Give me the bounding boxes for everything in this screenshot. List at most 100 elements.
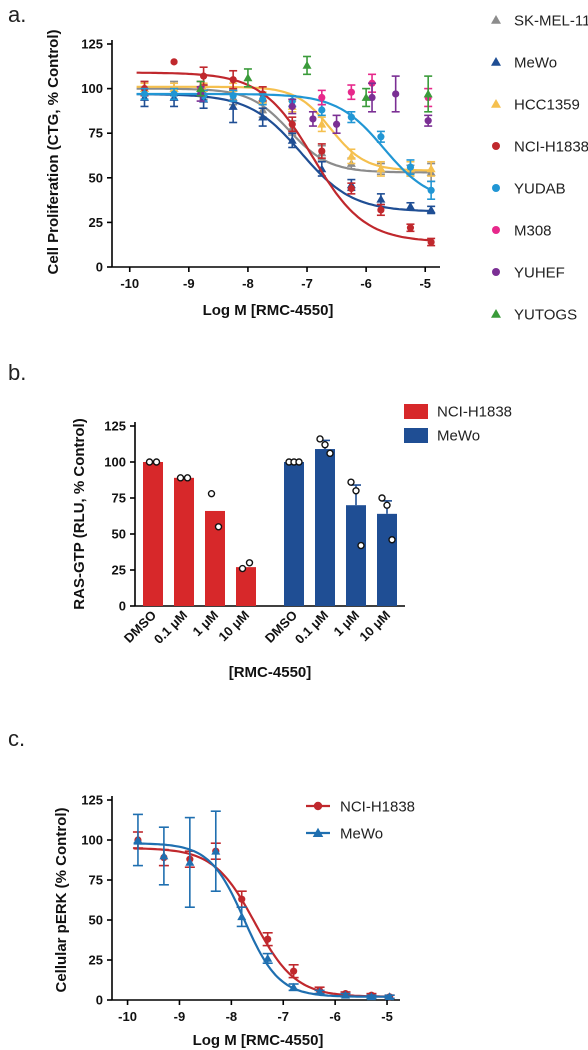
data-point (368, 93, 376, 102)
category-label: 0.1 μM (151, 608, 190, 647)
x-axis-title: [RMC-4550] (229, 664, 312, 681)
y-tick-label: 50 (89, 170, 103, 185)
x-tick-label: -7 (301, 276, 313, 291)
data-point (377, 206, 385, 214)
y-tick-label: 100 (81, 833, 103, 848)
data-point (318, 106, 326, 114)
data-point (346, 151, 356, 160)
panel-a-letter: a. (8, 2, 26, 27)
series-yudab (136, 87, 436, 201)
series-nci-h1838 (132, 831, 395, 1001)
fit-curve (133, 847, 391, 998)
data-point (200, 72, 208, 80)
x-tick-label: -6 (360, 276, 372, 291)
data-point (427, 186, 435, 194)
fit-curve (136, 71, 430, 242)
data-point (376, 194, 386, 203)
data-point (196, 84, 206, 92)
data-point (315, 987, 325, 996)
x-tick-label: -5 (381, 1009, 393, 1024)
replicate-point (152, 458, 161, 466)
data-point (347, 184, 355, 193)
replicate-point (357, 541, 365, 550)
data-point (423, 89, 433, 98)
y-tick-label: 125 (104, 419, 126, 434)
y-axis-title: Cellular pERK (% Control) (53, 807, 70, 992)
x-tick-label: -5 (419, 276, 431, 291)
data-point (264, 935, 272, 943)
legend: NCI-H1838 MeWo (404, 404, 512, 445)
y-tick-label: 0 (119, 599, 126, 614)
y-axis-title: Cell Proliferation (CTG, % Control) (45, 29, 62, 274)
x-tick-label: -9 (174, 1009, 186, 1024)
data-point (392, 90, 400, 98)
ras-gtp-bar-chart: RAS-GTP (RLU, % Control) [RMC-4550] 0 25 5… (71, 404, 512, 682)
data-point (366, 992, 376, 1001)
legend-label: YUDAB (514, 181, 566, 198)
y-axis-title: RAS-GTP (RLU, % Control) (71, 418, 88, 609)
series-yutogs (196, 55, 433, 113)
data-point (287, 135, 297, 144)
legend-label: YUHEF (514, 265, 565, 282)
y-tick-label: 75 (89, 126, 103, 141)
x-tick-label: -10 (118, 1009, 137, 1024)
legend-label: NCI-H1838 (514, 139, 588, 156)
data-point (288, 102, 296, 111)
data-point (229, 92, 237, 100)
x-tick-label: -6 (329, 1009, 341, 1024)
x-tick-label: -7 (277, 1009, 289, 1024)
data-point (424, 117, 432, 125)
replicate-point (378, 494, 386, 502)
fit-curve (136, 87, 430, 174)
replicate-point (326, 449, 334, 458)
bar (377, 513, 397, 606)
data-point (170, 58, 178, 66)
y-tick-label: 50 (112, 527, 126, 542)
bar (143, 462, 163, 606)
data-point (318, 147, 326, 155)
data-point (405, 201, 415, 210)
bar (284, 462, 304, 606)
replicate-point (214, 523, 223, 531)
legend-marker (491, 309, 501, 318)
data-point (426, 205, 436, 214)
legend-label: MeWo (340, 826, 383, 843)
legend-marker (491, 99, 501, 108)
data-point (317, 119, 327, 128)
x-axis-title: Log M [RMC-4550] (193, 1032, 324, 1049)
replicate-point (383, 501, 391, 509)
y-tick-label: 125 (81, 793, 103, 808)
legend-swatch (404, 404, 428, 419)
x-tick-label: -8 (242, 276, 254, 291)
legend-marker (312, 827, 324, 837)
data-point (385, 992, 395, 1001)
proliferation-chart: Cell Proliferation (CTG, % Control) Log … (45, 13, 588, 324)
data-point (211, 846, 221, 855)
replicate-point (316, 435, 324, 443)
replicate-point (145, 458, 154, 466)
data-point (288, 120, 296, 128)
data-point (341, 990, 351, 999)
y-tick-label: 75 (112, 491, 126, 506)
y-tick-label: 25 (89, 953, 103, 968)
bar (315, 449, 335, 606)
data-point (290, 967, 298, 975)
replicate-point (388, 536, 396, 544)
y-tick-label: 25 (89, 215, 103, 230)
x-tick-label: -10 (120, 276, 139, 291)
data-point (347, 88, 355, 96)
legend-label: MeWo (514, 55, 557, 72)
data-point (140, 90, 149, 98)
series-hcc1359 (136, 82, 436, 177)
legend-marker (491, 15, 501, 24)
legend-label: M308 (514, 223, 552, 240)
replicate-point (176, 474, 185, 482)
data-point (317, 164, 327, 173)
replicate-point (183, 474, 192, 482)
data-point (258, 112, 268, 121)
legend-label: NCI-H1838 (437, 404, 512, 421)
data-point (237, 912, 247, 921)
replicate-point (321, 441, 329, 449)
